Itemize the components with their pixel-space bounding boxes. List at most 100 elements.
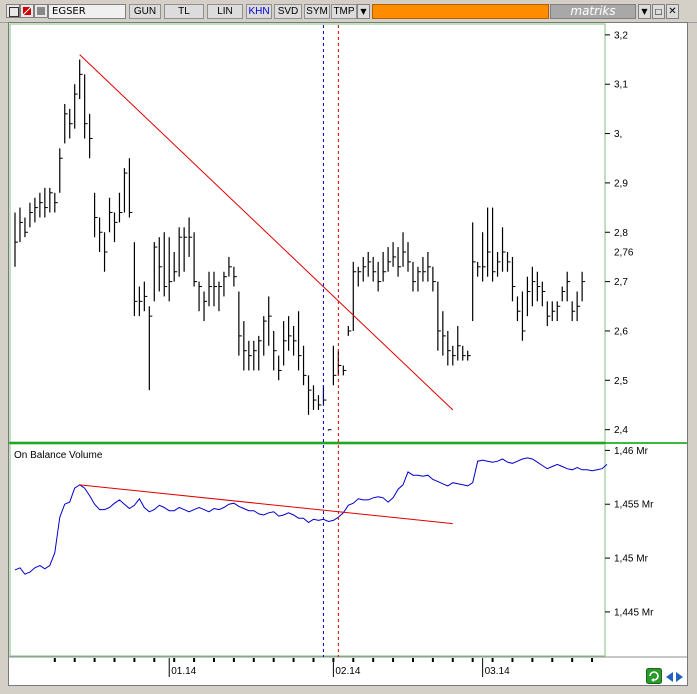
price-bar [432,266,436,292]
price-pane-frame [9,23,606,443]
price-bar [208,271,213,307]
price-bars [14,59,586,431]
price-bar [581,271,586,302]
close-icon[interactable]: ✕ [666,4,679,19]
price-bar [332,345,337,386]
price-bar [89,113,93,159]
obv-tick-label: 1,455 Mr [614,500,654,511]
price-bar [556,301,561,322]
template-dropdown-icon[interactable]: ▼ [357,4,370,19]
price-bar [54,192,58,213]
price-bar [442,311,446,356]
price-bar [367,251,372,277]
style-button-khn[interactable]: KHN [246,4,272,19]
price-bar [128,158,133,218]
price-bar [59,148,63,193]
price-bar [203,291,208,322]
price-bar [113,212,118,243]
price-bar [118,192,123,223]
price-bar [407,242,412,272]
price-bar [292,326,297,356]
price-bar [49,187,53,213]
price-bar [218,281,222,312]
refresh-icon[interactable] [646,668,662,684]
price-bar [153,242,158,302]
price-bar [178,227,183,277]
price-bar [392,242,397,267]
price-bar [108,197,113,233]
price-bar [168,237,173,302]
brand-logo: matriks [550,4,636,19]
obv-series [14,457,608,575]
price-bar [576,291,581,322]
price-tick-label: 2,4 [614,425,628,436]
chart-toolbar: EGSER GUN TL LIN KHN SVD SYM TMP ▼ matri… [0,0,697,23]
price-bar [268,296,272,346]
price-bar [467,350,471,361]
price-bar [477,261,481,277]
scale-button-lin[interactable]: LIN [207,4,243,19]
price-bar [258,335,262,371]
price-bar [79,59,83,100]
price-bar [213,271,217,307]
price-tick-label: 2,6 [614,326,628,337]
price-bar [143,281,148,312]
price-bar [93,192,98,238]
symbol-field[interactable]: EGSER [48,4,126,19]
currency-button-tl[interactable]: TL [164,4,204,19]
price-bar [233,266,237,287]
period-button-gun[interactable]: GUN [129,4,161,19]
price-bar [297,311,302,371]
maximize-icon[interactable]: □ [652,4,665,19]
price-bar [163,232,168,297]
status-bar [372,4,549,19]
price-bar [521,291,526,341]
price-bar [14,212,18,267]
price-bar [452,345,456,366]
price-bar [84,74,88,139]
minimize-dropdown-icon[interactable]: ▼ [638,4,651,19]
price-tick-label: 3,1 [614,80,628,91]
template-button-tmp[interactable]: TMP [331,4,357,19]
price-bar [173,251,178,282]
price-bar [64,103,68,144]
price-bar [283,321,287,366]
price-bar [103,232,108,272]
price-bar [39,192,43,218]
button-sym[interactable]: SYM [304,4,330,19]
price-bar [571,301,576,322]
price-bar [402,232,407,267]
price-bar [322,385,327,405]
button-svd[interactable]: SVD [274,4,302,19]
price-bar [546,301,551,327]
price-bar [223,271,227,297]
price-bar [288,316,292,351]
price-trendline[interactable] [79,54,454,411]
price-bar [123,168,128,213]
price-tick-label: 2,5 [614,376,628,387]
scroll-left-icon[interactable] [664,671,674,683]
toggle-icon[interactable] [34,4,48,18]
price-tick-label: 2,9 [614,178,628,189]
price-tick-label: 3, [614,129,622,140]
price-bar [536,271,541,302]
price-bar [253,340,257,371]
x-tick-label: 01.14 [171,666,196,677]
price-bar [133,242,138,317]
price-tick-label: 2,7 [614,277,628,288]
price-bar [437,281,441,351]
price-bar [551,301,556,322]
obv-pane-frame [9,443,606,657]
restore-icon[interactable] [20,4,34,18]
price-bar [24,217,28,238]
price-bar [238,291,242,356]
price-bar [347,326,352,336]
chart-window-icon[interactable] [6,4,20,18]
price-bar [427,251,431,282]
price-bar [74,84,78,129]
scroll-right-icon[interactable] [675,671,685,683]
price-tick-label: 2,8 [614,228,628,239]
price-bar [34,197,38,223]
price-axis: 3,2 3,1 3, 2,9 2,8 2,7 2,6 2,5 2,4 2,76 [605,30,634,436]
obv-trendline[interactable] [79,484,453,525]
